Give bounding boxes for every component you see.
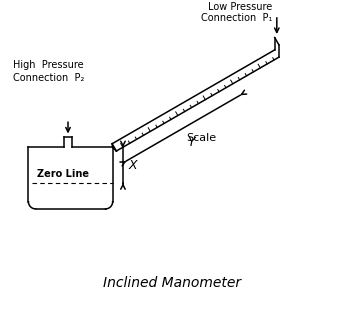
Text: Low Pressure: Low Pressure — [208, 2, 272, 12]
Text: Connection  P₁: Connection P₁ — [200, 13, 272, 23]
Text: Zero Line: Zero Line — [37, 169, 89, 179]
Text: X: X — [129, 159, 137, 172]
Text: Y: Y — [188, 136, 195, 149]
Text: High  Pressure: High Pressure — [13, 60, 84, 70]
Text: Inclined Manometer: Inclined Manometer — [104, 276, 242, 290]
Text: Connection  P₂: Connection P₂ — [13, 73, 85, 83]
Text: Scale: Scale — [187, 133, 217, 143]
